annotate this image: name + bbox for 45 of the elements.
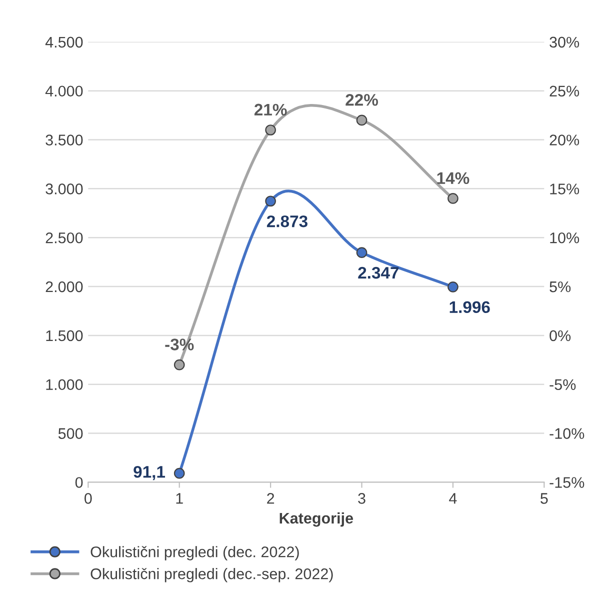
x-tick-label: 4 [449,493,457,504]
y2-tick-label: 30% [550,36,580,48]
data-label: 21% [254,104,287,116]
point [265,124,276,136]
data-label: 91,1 [134,466,166,480]
data-label: 22% [346,94,378,106]
y-tick-label: 1.500 [46,330,83,342]
point [448,193,458,204]
data-label: 2.347 [358,266,399,279]
y2-tick-label: -5% [550,379,576,390]
x-tick-label: 2 [267,493,274,504]
x-axis-title: Kategorije [280,512,353,527]
legend-label: Okulistični pregledi (dec. 2022) [90,546,299,560]
point [356,247,368,258]
y-tick-label: 500 [58,428,83,439]
y2-tick-label: -15% [550,477,584,488]
data-label: 1.996 [450,301,490,314]
y-tick-label: 4.500 [45,36,83,48]
y2-tick-label: 10% [550,232,580,244]
y2-tick-label: -10% [550,428,584,439]
data-label: 14% [437,172,470,184]
y-tick-label: 4.000 [45,86,83,97]
y2-tick-label: 5% [550,281,571,292]
y-tick-label: 0 [75,477,83,488]
y-tick-label: 2.000 [46,281,83,292]
point [265,196,276,207]
y2-tick-label: 0% [550,330,571,342]
data-label: -3% [165,338,194,350]
point [174,359,185,370]
y-tick-label: 3.000 [46,184,83,194]
legend-label: Okulistični pregledi (dec.-sep. 2022) [90,568,333,582]
y-tick-label: 3.500 [46,134,83,146]
x-tick-label: 0 [84,493,92,504]
y-tick-label: 1.000 [46,379,83,390]
x-tick-label: 3 [358,493,366,504]
x-tick-label: 1 [176,493,183,504]
y2-tick-label: 25% [550,86,580,97]
y2-tick-label: 15% [550,184,580,194]
y2-tick-label: 20% [550,134,580,146]
point [448,281,458,292]
point [174,468,185,479]
x-tick-label: 5 [540,493,548,504]
y-tick-label: 2.500 [46,232,83,244]
data-label: 2.873 [266,215,308,228]
point [356,114,368,126]
